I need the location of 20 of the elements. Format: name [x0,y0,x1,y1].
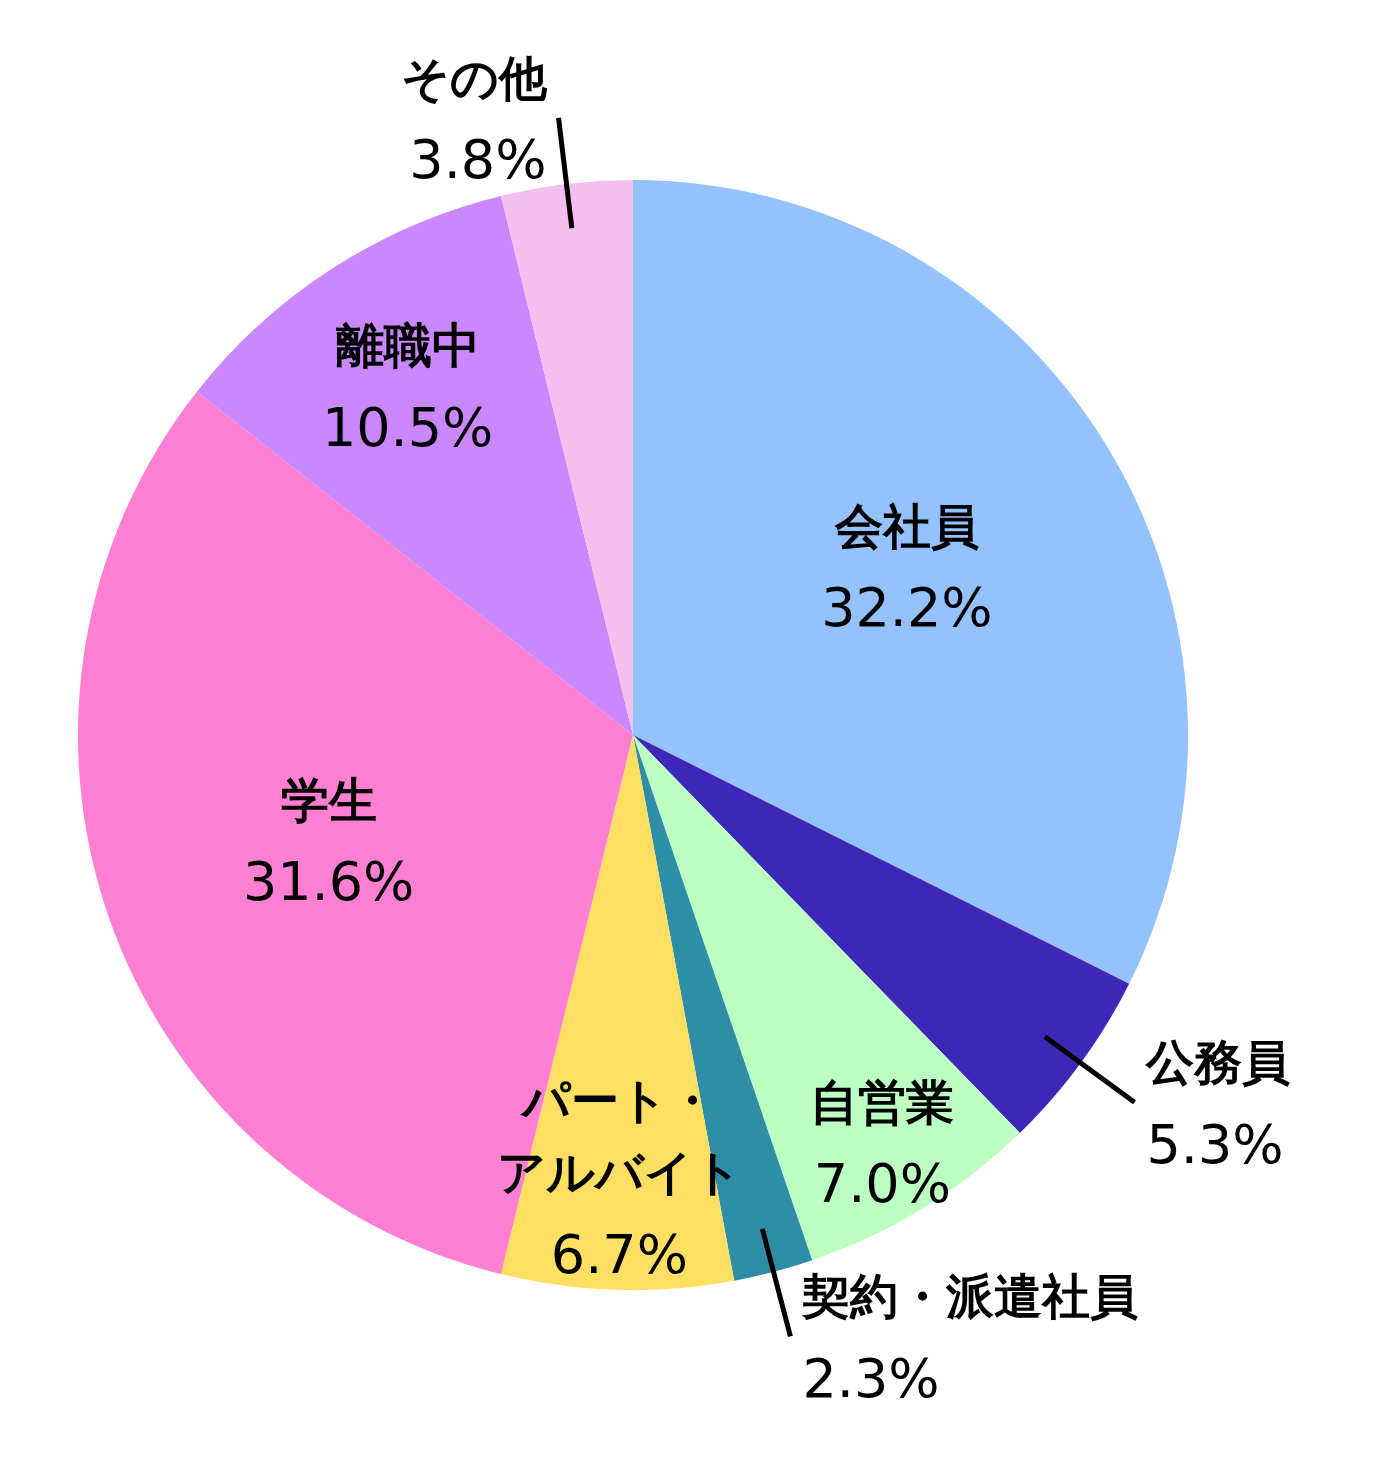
pie-slice [633,180,1188,984]
data-label: 7.0% [813,1152,952,1216]
slice-label: その他 [400,49,548,106]
slice-label: 学生 [280,771,377,828]
data-label: 10.5% [321,395,494,459]
data-label: 5.3% [1146,1112,1284,1176]
data-label: 31.6% [242,850,415,914]
data-label: 2.3% [802,1346,940,1410]
data-label: 6.7% [550,1222,689,1286]
pie-slice [500,735,735,1290]
data-label: 32.2% [821,576,993,640]
pie-slice [633,735,1130,1133]
slice-label: 離職中 [334,317,480,374]
pie-slice [196,195,633,735]
data-label: 3.8% [409,128,547,192]
pie-slice [500,180,633,735]
slice-label: 会社員 [833,497,979,554]
slice-label: 契約・派遣社員 [801,1268,1139,1325]
slice-label: 自営業 [810,1073,955,1130]
slice-label: 公務員 [1144,1034,1291,1091]
